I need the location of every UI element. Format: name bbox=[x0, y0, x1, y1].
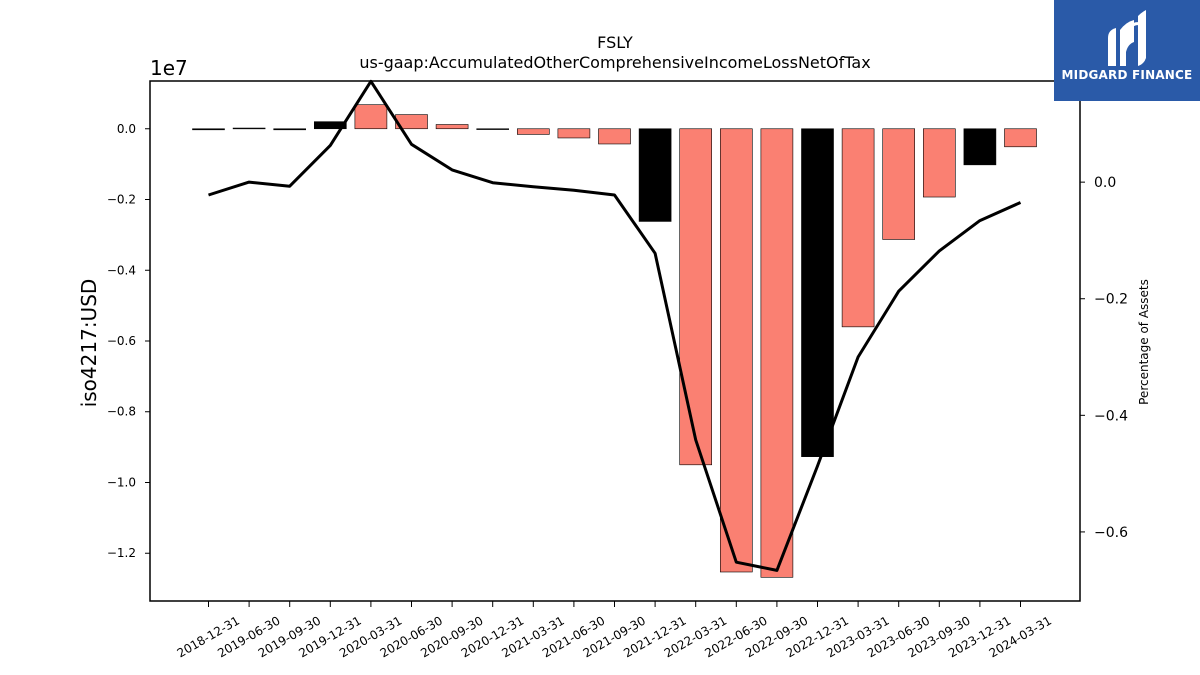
line-path bbox=[208, 79, 1022, 572]
y2-tick-label: 0.0 bbox=[1094, 175, 1116, 191]
y-tick-label: 0.0 bbox=[117, 122, 136, 136]
bar-series bbox=[192, 104, 1037, 578]
x-axis: 2018-12-312019-06-302019-09-302019-12-31… bbox=[175, 601, 1054, 660]
bar bbox=[922, 128, 956, 198]
bar bbox=[638, 128, 672, 222]
bar bbox=[354, 104, 388, 130]
y2-axis-label: Percentage of Assets bbox=[1137, 279, 1151, 405]
midgard-logo-icon bbox=[1108, 10, 1146, 66]
bar bbox=[476, 128, 510, 130]
bar bbox=[841, 128, 875, 328]
y-tick-label: −0.8 bbox=[107, 405, 136, 419]
y-tick-label: −0.6 bbox=[107, 334, 136, 348]
bar bbox=[516, 128, 550, 135]
bar bbox=[557, 128, 591, 139]
y-tick-label: −0.4 bbox=[107, 263, 136, 277]
y2-axis: 0.0 −0.2 −0.4 −0.6 bbox=[1080, 175, 1128, 541]
y-tick-label: −0.2 bbox=[107, 193, 136, 207]
bar bbox=[801, 128, 834, 457]
y2-tick-label: −0.2 bbox=[1094, 292, 1128, 308]
logo-text: MIDGARD FINANCE bbox=[1061, 68, 1193, 82]
y-axis-label: iso4217:USD bbox=[77, 279, 101, 408]
bar bbox=[435, 124, 469, 130]
chart-title: FSLY bbox=[597, 33, 633, 52]
y-axis-offset-label: 1e7 bbox=[150, 56, 188, 80]
plot-frame bbox=[149, 80, 1081, 602]
bar bbox=[313, 121, 347, 130]
y-tick-label: −1.2 bbox=[107, 546, 136, 560]
bar bbox=[1004, 128, 1037, 148]
y-axis: 0.0 −0.2 −0.4 −0.6 −0.8 −1.0 −1.2 bbox=[107, 122, 150, 560]
bar bbox=[719, 128, 753, 573]
bar bbox=[273, 128, 307, 131]
y2-tick-label: −0.6 bbox=[1094, 525, 1128, 541]
brand-logo: MIDGARD FINANCE bbox=[1054, 0, 1200, 101]
bar bbox=[192, 128, 225, 131]
bar bbox=[232, 127, 266, 130]
bar bbox=[679, 128, 713, 466]
bar bbox=[598, 128, 631, 145]
bar bbox=[882, 128, 916, 240]
line-series bbox=[208, 79, 1022, 572]
bar bbox=[963, 128, 997, 166]
bar bbox=[760, 128, 794, 578]
y2-tick-label: −0.4 bbox=[1094, 408, 1128, 424]
chart-subtitle: us-gaap:AccumulatedOtherComprehensiveInc… bbox=[359, 53, 870, 72]
y-tick-label: −1.0 bbox=[107, 475, 136, 489]
